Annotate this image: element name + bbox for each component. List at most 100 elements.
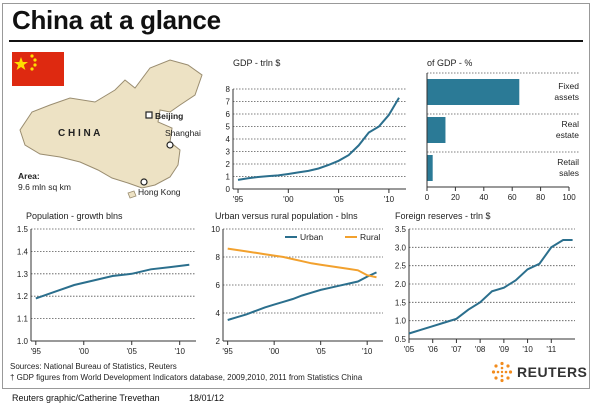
- urban-rural-chart: Urban versus rural population - blns 2 4 6 8…: [211, 211, 383, 356]
- shanghai-label: Shanghai: [165, 128, 201, 138]
- title-rule: [9, 40, 583, 42]
- x-tick-label: '05: [127, 347, 138, 356]
- x-tick-label: '05: [315, 347, 326, 356]
- hainan-island: [127, 190, 137, 199]
- bar-2: [427, 155, 433, 181]
- area-value: 9.6 mln sq km: [18, 182, 71, 192]
- y-tick-label: 10: [211, 225, 220, 234]
- gdp-chart: GDP - trln $ 0 1 2 3 4 5 6 7 8 '95 '00 '05 '10: [226, 58, 406, 204]
- series-line-0: [237, 97, 400, 181]
- legend-label: Urban: [300, 232, 323, 242]
- y-tick-label: 3: [226, 148, 231, 157]
- bar-0: [427, 79, 520, 105]
- sources-note: Sources: National Bureau of Statistics, …: [10, 361, 362, 383]
- page-title: China at a glance: [12, 5, 221, 35]
- y-tick-label: 1.0: [395, 317, 407, 326]
- y-tick-label: 2.0: [395, 280, 407, 289]
- bar-label: Retail: [557, 157, 579, 167]
- bar-label: estate: [556, 130, 579, 140]
- x-tick-label: '10: [174, 347, 185, 356]
- y-tick-label: 0: [226, 185, 231, 194]
- chart-title: Urban versus rural population - blns: [215, 211, 358, 221]
- y-tick-label: 0.5: [395, 335, 407, 344]
- x-tick-label: '10: [522, 345, 533, 354]
- x-tick-label: '11: [546, 345, 556, 354]
- y-tick-label: 4: [226, 135, 231, 144]
- country-label: C H I N A: [58, 128, 100, 139]
- beijing-label: Beijing: [155, 111, 183, 121]
- x-tick-label: '10: [362, 347, 373, 356]
- y-tick-label: 6: [216, 281, 221, 290]
- shanghai-marker: [166, 141, 174, 149]
- series-line-1: [227, 247, 377, 279]
- chart-title: GDP - trln $: [233, 58, 280, 68]
- y-tick-label: 1.0: [17, 337, 29, 346]
- china-map: C H I N A Beijing Shanghai Hong Kong Are…: [12, 52, 203, 199]
- x-tick-label: '05: [404, 345, 415, 354]
- graphic-frame: [2, 3, 590, 389]
- area-label: Area:: [18, 171, 40, 181]
- y-tick-label: 1.2: [17, 292, 29, 301]
- hongkong-marker: [140, 178, 148, 186]
- bar-label: assets: [554, 92, 579, 102]
- sources-line: Sources: National Bureau of Statistics, …: [10, 362, 177, 371]
- x-tick-label: 60: [508, 193, 517, 202]
- population-chart: Population - growth blns 1.0 1.1 1.2 1.3 1.4 1…: [17, 211, 196, 356]
- y-tick-label: 1.5: [17, 225, 29, 234]
- chart-title: Population - growth blns: [26, 211, 123, 221]
- series-line-0: [408, 239, 573, 335]
- reserves-chart: Foreign reserves - trln $ 0.5 1.0 1.5 2.0 2.5…: [395, 211, 575, 354]
- y-tick-label: 1: [226, 173, 231, 182]
- y-tick-label: 1.3: [17, 270, 29, 279]
- x-tick-label: '07: [451, 345, 462, 354]
- x-tick-label: '00: [79, 347, 90, 356]
- y-tick-label: 4: [216, 309, 221, 318]
- x-tick-label: '05: [333, 195, 344, 204]
- y-tick-label: 1.1: [17, 315, 29, 324]
- x-tick-label: 20: [451, 193, 460, 202]
- y-tick-label: 7: [226, 98, 231, 107]
- x-tick-label: '09: [499, 345, 510, 354]
- x-tick-label: '08: [475, 345, 486, 354]
- x-tick-label: '00: [283, 195, 294, 204]
- y-tick-label: 3.5: [395, 225, 407, 234]
- y-tick-label: 2.5: [395, 262, 407, 271]
- y-tick-label: 2: [226, 160, 231, 169]
- y-tick-label: 1.4: [17, 247, 29, 256]
- chart-title: Foreign reserves - trln $: [395, 211, 491, 221]
- x-tick-label: '95: [233, 195, 244, 204]
- x-tick-label: 80: [536, 193, 545, 202]
- china-flag: [12, 52, 64, 86]
- x-tick-label: '95: [222, 347, 233, 356]
- x-tick-label: 0: [425, 193, 430, 202]
- flag-big-star: [14, 57, 28, 70]
- x-tick-label: '10: [384, 195, 395, 204]
- chart-title: of GDP - %: [427, 58, 472, 68]
- x-tick-label: 40: [479, 193, 488, 202]
- y-tick-label: 1.5: [395, 298, 407, 307]
- bar-label: sales: [559, 168, 579, 178]
- reuters-logo: REUTERS: [491, 361, 587, 383]
- y-tick-label: 3.0: [395, 243, 407, 252]
- y-tick-label: 6: [226, 110, 231, 119]
- x-tick-label: '95: [31, 347, 42, 356]
- graphic-date: 18/01/12: [189, 393, 225, 403]
- bar-label: Fixed: [558, 81, 579, 91]
- series-line-0: [35, 263, 190, 300]
- hongkong-label: Hong Kong: [138, 187, 181, 197]
- reuters-wordmark: REUTERS: [517, 364, 588, 380]
- y-tick-label: 2: [216, 337, 221, 346]
- china-land: [19, 59, 203, 189]
- gdp-footnote: † GDP figures from World Development Ind…: [10, 373, 363, 382]
- x-tick-label: '06: [427, 345, 438, 354]
- y-tick-label: 8: [226, 85, 231, 94]
- graphic-credit: Reuters graphic/Catherine Trevethan: [12, 393, 160, 403]
- bar-label: Real: [562, 119, 580, 129]
- x-tick-label: '00: [269, 347, 280, 356]
- legend-label: Rural: [360, 232, 380, 242]
- y-tick-label: 8: [216, 253, 221, 262]
- bar-1: [427, 117, 446, 143]
- y-tick-label: 5: [226, 123, 231, 132]
- reuters-dots-icon: [491, 361, 513, 383]
